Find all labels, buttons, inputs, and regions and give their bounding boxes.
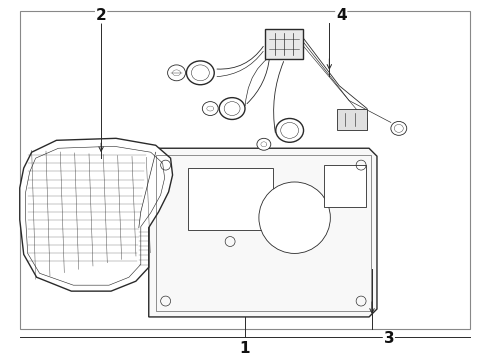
Ellipse shape <box>281 122 298 138</box>
Ellipse shape <box>394 125 403 132</box>
Bar <box>324 165 366 207</box>
Ellipse shape <box>192 65 209 81</box>
Bar <box>189 168 273 230</box>
Ellipse shape <box>219 98 245 120</box>
Polygon shape <box>20 138 172 291</box>
Ellipse shape <box>187 61 214 85</box>
Ellipse shape <box>168 65 185 81</box>
Text: 3: 3 <box>384 331 394 346</box>
Bar <box>20 11 470 329</box>
Text: 2: 2 <box>96 8 106 23</box>
FancyBboxPatch shape <box>265 29 302 59</box>
FancyBboxPatch shape <box>337 109 367 130</box>
Ellipse shape <box>259 182 330 253</box>
Text: 4: 4 <box>336 8 346 23</box>
Polygon shape <box>149 148 377 317</box>
Ellipse shape <box>391 121 407 135</box>
Ellipse shape <box>276 118 303 142</box>
Ellipse shape <box>257 138 271 150</box>
Text: 1: 1 <box>240 341 250 356</box>
Ellipse shape <box>202 102 218 116</box>
Ellipse shape <box>224 102 240 116</box>
